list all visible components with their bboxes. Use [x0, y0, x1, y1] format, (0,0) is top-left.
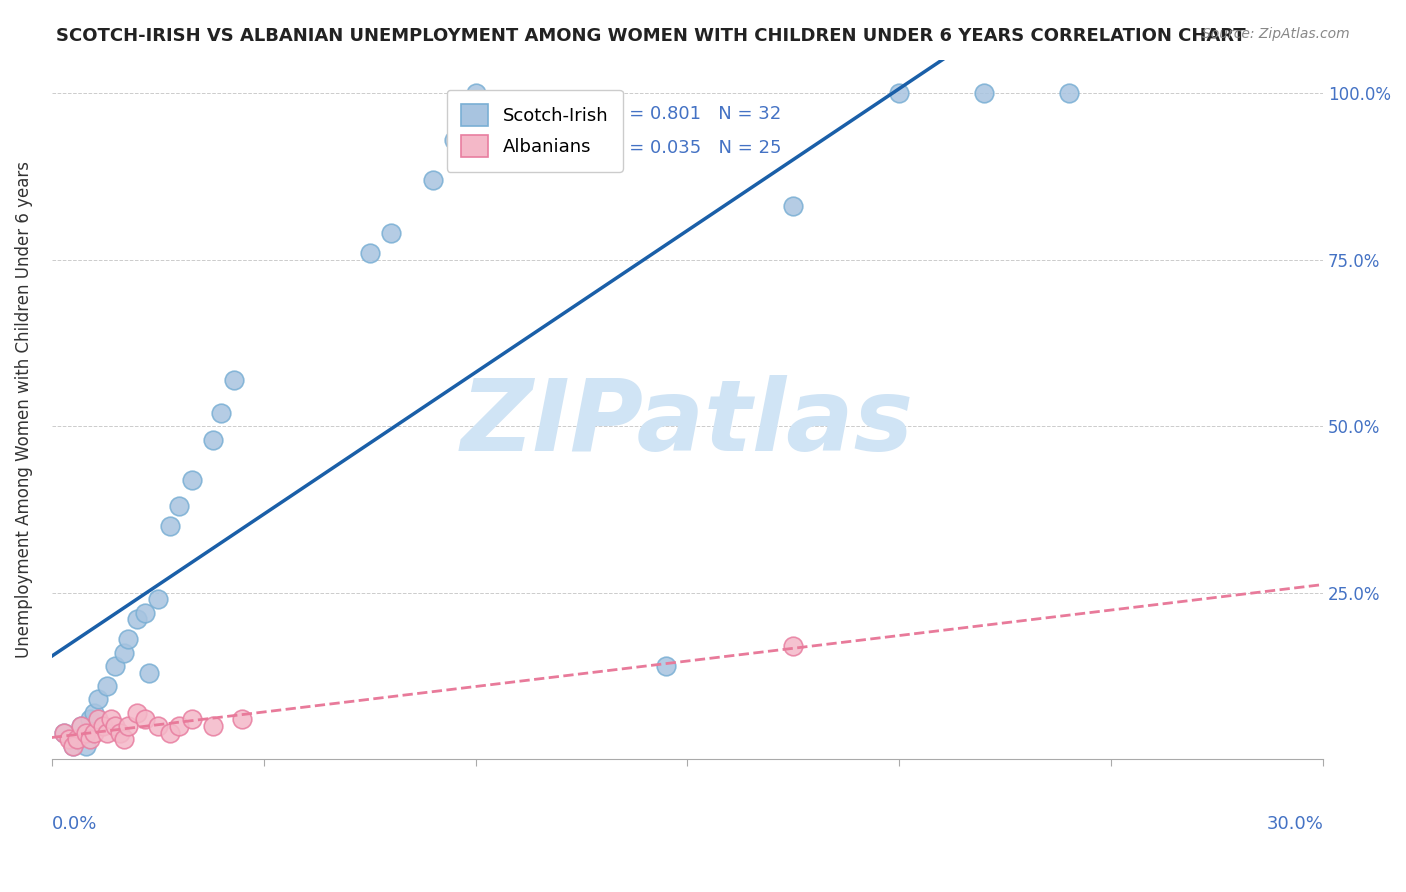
- Point: [159, 726, 181, 740]
- Point: [1057, 86, 1080, 100]
- Point: [87, 692, 110, 706]
- Point: [359, 246, 381, 260]
- Point: [146, 719, 169, 733]
- Text: R = 0.801   N = 32: R = 0.801 N = 32: [612, 105, 782, 123]
- Point: [117, 719, 139, 733]
- Point: [53, 726, 76, 740]
- Point: [79, 732, 101, 747]
- Point: [443, 132, 465, 146]
- Text: ZIPatlas: ZIPatlas: [461, 375, 914, 472]
- Point: [201, 433, 224, 447]
- Point: [973, 86, 995, 100]
- Text: Source: ZipAtlas.com: Source: ZipAtlas.com: [1202, 27, 1350, 41]
- Point: [70, 719, 93, 733]
- Point: [209, 406, 232, 420]
- Text: SCOTCH-IRISH VS ALBANIAN UNEMPLOYMENT AMONG WOMEN WITH CHILDREN UNDER 6 YEARS CO: SCOTCH-IRISH VS ALBANIAN UNEMPLOYMENT AM…: [56, 27, 1246, 45]
- Point: [167, 499, 190, 513]
- Point: [159, 519, 181, 533]
- Point: [87, 713, 110, 727]
- Text: R = 0.035   N = 25: R = 0.035 N = 25: [612, 138, 782, 157]
- Point: [112, 732, 135, 747]
- Point: [100, 713, 122, 727]
- Text: 30.0%: 30.0%: [1267, 815, 1323, 833]
- Point: [66, 732, 89, 747]
- Legend: Scotch-Irish, Albanians: Scotch-Irish, Albanians: [447, 89, 623, 171]
- Point: [138, 665, 160, 680]
- Point: [422, 172, 444, 186]
- Point: [464, 86, 486, 100]
- Point: [75, 739, 97, 753]
- Point: [167, 719, 190, 733]
- Point: [62, 739, 84, 753]
- Point: [79, 713, 101, 727]
- Point: [112, 646, 135, 660]
- Point: [125, 612, 148, 626]
- Point: [380, 226, 402, 240]
- Point: [125, 706, 148, 720]
- Point: [75, 726, 97, 740]
- Point: [53, 726, 76, 740]
- Point: [108, 726, 131, 740]
- Point: [83, 706, 105, 720]
- Point: [62, 739, 84, 753]
- Point: [146, 592, 169, 607]
- Point: [117, 632, 139, 647]
- Point: [180, 713, 202, 727]
- Point: [104, 659, 127, 673]
- Y-axis label: Unemployment Among Women with Children Under 6 years: Unemployment Among Women with Children U…: [15, 161, 32, 658]
- Point: [201, 719, 224, 733]
- Point: [104, 719, 127, 733]
- Point: [96, 726, 118, 740]
- Point: [58, 732, 80, 747]
- Point: [96, 679, 118, 693]
- Point: [655, 659, 678, 673]
- Point: [70, 719, 93, 733]
- Point: [782, 639, 804, 653]
- Point: [782, 199, 804, 213]
- Text: 0.0%: 0.0%: [52, 815, 97, 833]
- Point: [134, 713, 156, 727]
- Point: [83, 726, 105, 740]
- Point: [91, 719, 114, 733]
- Point: [889, 86, 911, 100]
- Point: [222, 372, 245, 386]
- Point: [180, 473, 202, 487]
- Point: [134, 606, 156, 620]
- Point: [66, 732, 89, 747]
- Point: [231, 713, 253, 727]
